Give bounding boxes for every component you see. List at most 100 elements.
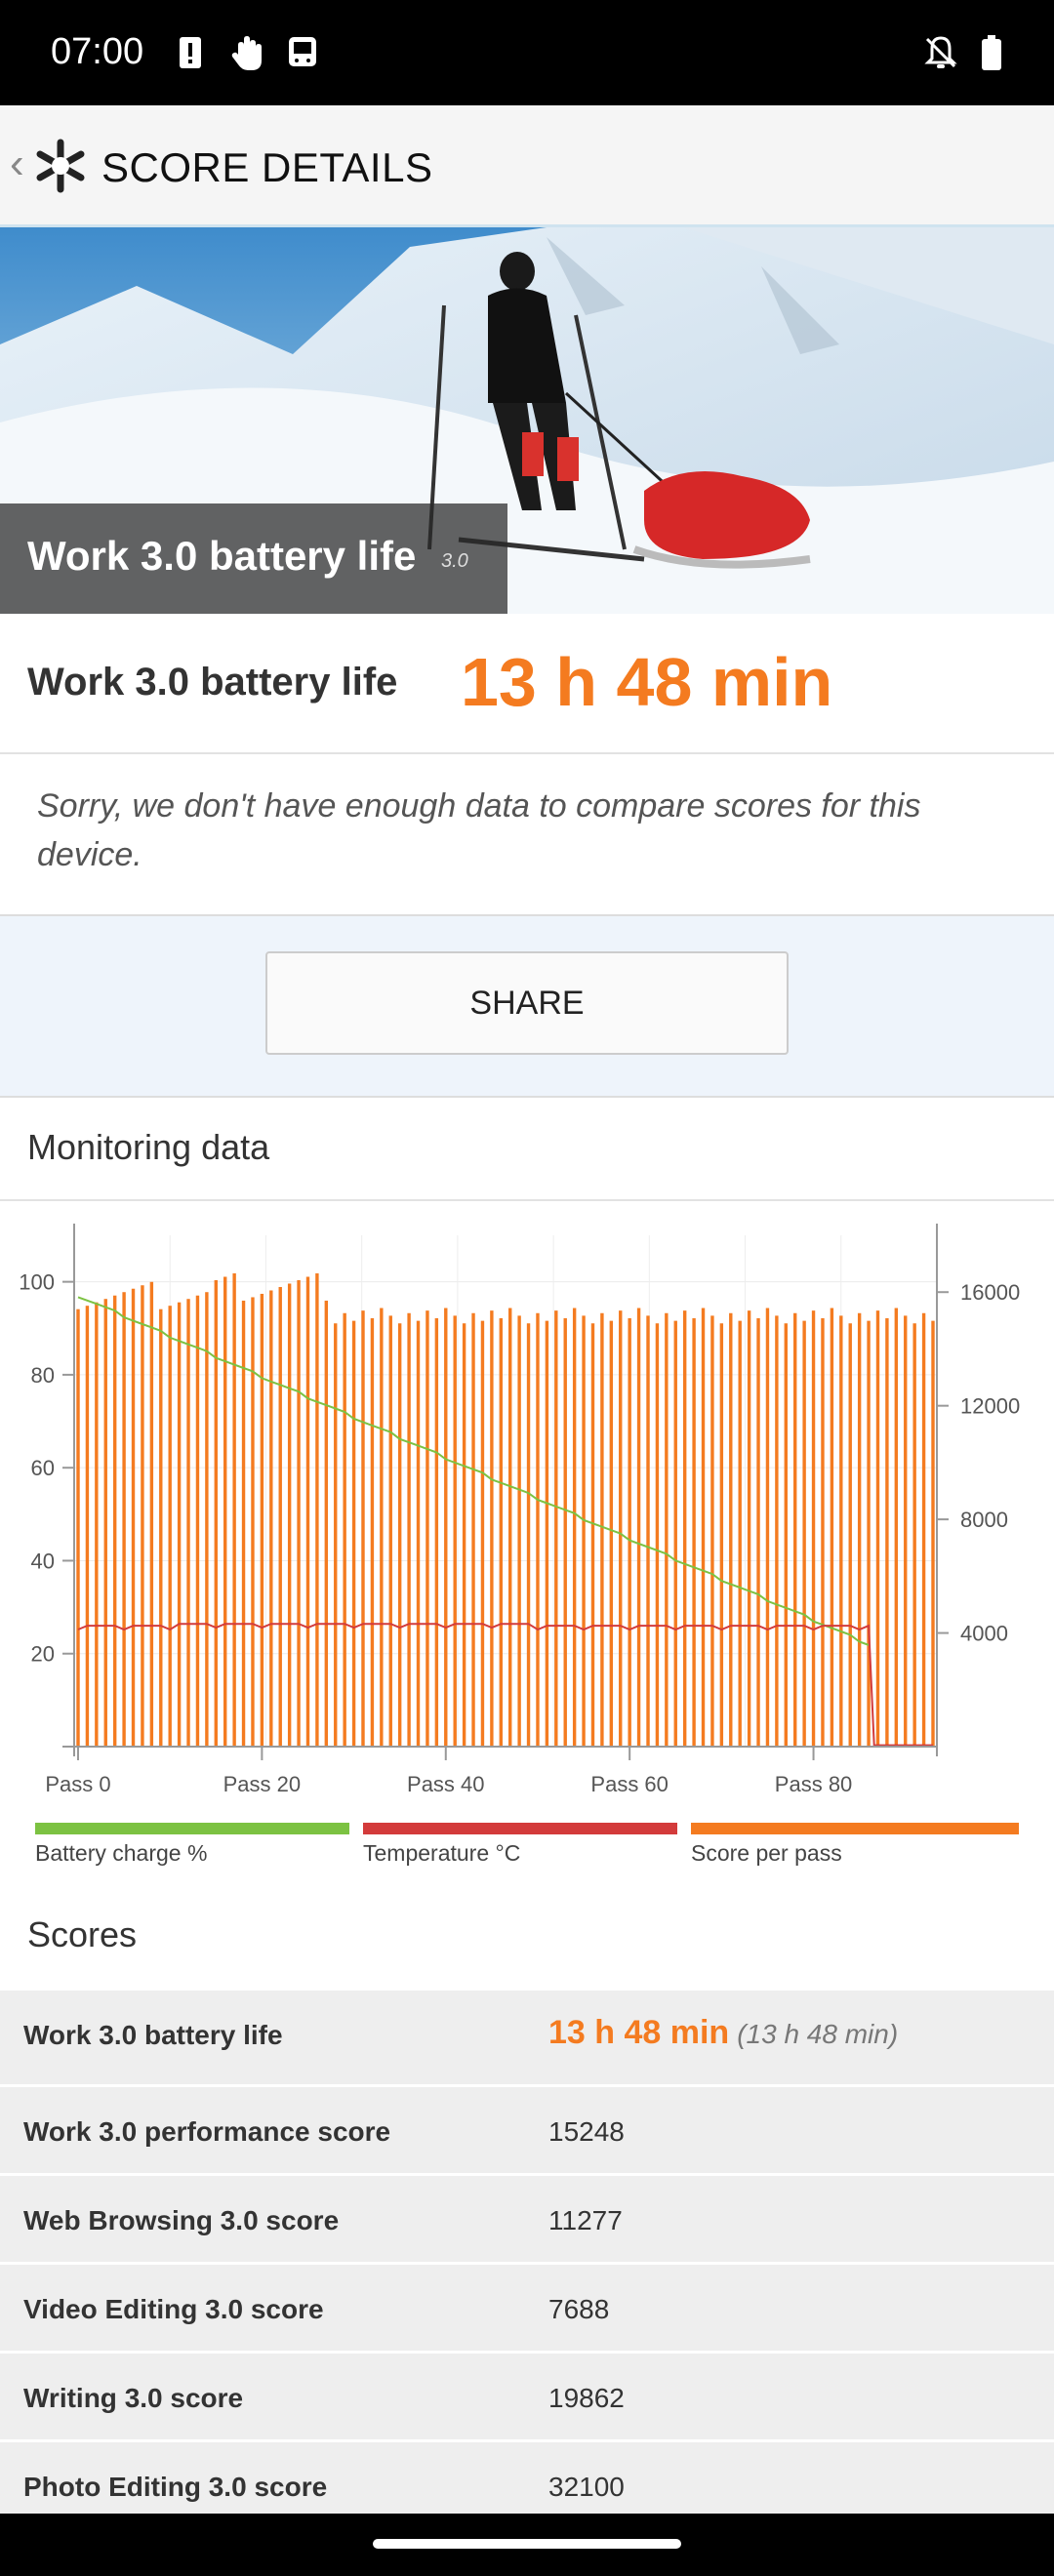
score-bar: [76, 1308, 80, 1747]
legend-swatch: [363, 1823, 677, 1834]
score-bar: [628, 1318, 631, 1747]
table-row: Writing 3.0 score 19862: [0, 2354, 1054, 2442]
score-bar: [397, 1323, 402, 1747]
x-tick-label: Pass 60: [590, 1772, 669, 1796]
hero-caption: Work 3.0 battery life 3.0: [0, 503, 507, 614]
score-bar: [904, 1315, 908, 1747]
score-bar: [729, 1312, 733, 1747]
score-bar: [471, 1312, 475, 1747]
scores-table: Work 3.0 battery life 13 h 48 min (13 h 4…: [0, 1991, 1054, 2531]
right-tick-label: 16000: [960, 1280, 1020, 1305]
score-value: 7688: [548, 2294, 610, 2324]
divider: [0, 1199, 1054, 1201]
device-icon: [289, 37, 316, 66]
score-bar: [223, 1276, 227, 1747]
legend-swatch: [35, 1823, 349, 1834]
score-bar: [195, 1295, 200, 1747]
share-area: SHARE: [0, 916, 1054, 1096]
x-tick-label: Pass 80: [775, 1772, 853, 1796]
score-bar: [343, 1312, 346, 1747]
score-bar: [351, 1320, 356, 1747]
scores-title: Scores: [27, 1914, 138, 1954]
score-bar: [85, 1306, 90, 1747]
right-tick-label: 8000: [960, 1508, 1008, 1532]
legend-swatch: [691, 1823, 1019, 1834]
score-bar: [141, 1285, 144, 1747]
table-row: Work 3.0 performance score 15248: [0, 2087, 1054, 2176]
result-value: 13 h 48 min: [461, 644, 833, 720]
monitoring-title: Monitoring data: [27, 1127, 270, 1167]
score-bar: [600, 1312, 604, 1747]
home-handle[interactable]: [373, 2539, 681, 2549]
score-bar: [719, 1323, 724, 1747]
score-bar: [480, 1320, 485, 1747]
table-row: Web Browsing 3.0 score 11277: [0, 2176, 1054, 2265]
left-tick-label: 80: [31, 1363, 55, 1388]
score-bar: [921, 1312, 926, 1747]
score-value: 11277: [548, 2205, 623, 2235]
score-bar: [334, 1323, 338, 1747]
snowflake-icon: [36, 139, 85, 193]
score-bar: [526, 1323, 531, 1747]
score-bar: [426, 1310, 429, 1747]
score-bar: [646, 1315, 650, 1747]
score-bar: [784, 1323, 788, 1747]
x-tick-label: Pass 20: [223, 1772, 302, 1796]
score-bar: [590, 1323, 595, 1747]
hero-image: Work 3.0 battery life 3.0: [0, 227, 1054, 614]
score-bar: [214, 1279, 218, 1747]
score-bar: [287, 1283, 292, 1747]
score-name: Writing 3.0 score: [23, 2383, 244, 2413]
score-bar: [416, 1320, 421, 1747]
comparison-note: Sorry, we don't have enough data to comp…: [37, 787, 921, 873]
divider: [0, 752, 1054, 754]
score-bar: [95, 1302, 99, 1747]
score-bar: [269, 1290, 273, 1747]
score-bar: [582, 1315, 586, 1747]
score-bar: [508, 1308, 512, 1747]
score-bar: [361, 1310, 365, 1747]
score-bar: [821, 1318, 825, 1747]
score-value: 13 h 48 min (13 h 48 min): [548, 2014, 898, 2052]
navigation-bar: [0, 2514, 1054, 2576]
score-bar: [260, 1293, 264, 1747]
score-name: Work 3.0 battery life: [23, 2020, 283, 2050]
left-tick-label: 40: [31, 1549, 55, 1573]
score-bar: [701, 1308, 706, 1747]
monitoring-chart: 20 40 60 80 100 4000 8000 12000 16000 Pass 0 Pass …: [19, 1224, 1020, 1796]
score-bar: [811, 1310, 816, 1747]
score-bar: [802, 1320, 806, 1747]
score-bar: [682, 1310, 687, 1747]
share-button[interactable]: SHARE: [265, 951, 789, 1055]
score-bar: [186, 1299, 190, 1747]
score-value: 15248: [548, 2116, 625, 2147]
score-bar: [692, 1318, 696, 1747]
legend-label: Score per pass: [691, 1840, 842, 1866]
score-bar: [241, 1300, 246, 1747]
score-bar: [793, 1312, 797, 1747]
score-bar: [324, 1300, 329, 1747]
score-bar: [885, 1318, 889, 1747]
score-bar: [894, 1308, 899, 1747]
chevron-left-icon[interactable]: ‹: [10, 140, 24, 187]
score-bar: [839, 1315, 843, 1747]
score-value: 19862: [548, 2383, 625, 2413]
left-tick-label: 100: [19, 1270, 55, 1295]
score-bar: [912, 1323, 916, 1747]
x-tick-label: Pass 40: [407, 1772, 485, 1796]
score-bar: [830, 1308, 834, 1747]
score-bar: [103, 1299, 107, 1747]
score-bar: [131, 1288, 136, 1747]
table-row: Video Editing 3.0 score 7688: [0, 2265, 1054, 2354]
score-bar: [388, 1315, 392, 1747]
score-bar: [278, 1286, 282, 1747]
hero-caption-title: Work 3.0 battery life: [27, 533, 417, 579]
temperature-line: [77, 1623, 933, 1747]
score-value-main: 13 h 48 min: [548, 2014, 730, 2051]
score-bar: [462, 1323, 466, 1747]
score-bar: [673, 1320, 677, 1747]
score-bar: [453, 1315, 457, 1747]
score-bar: [122, 1292, 126, 1747]
score-bar: [251, 1297, 255, 1747]
score-bar: [205, 1292, 209, 1747]
